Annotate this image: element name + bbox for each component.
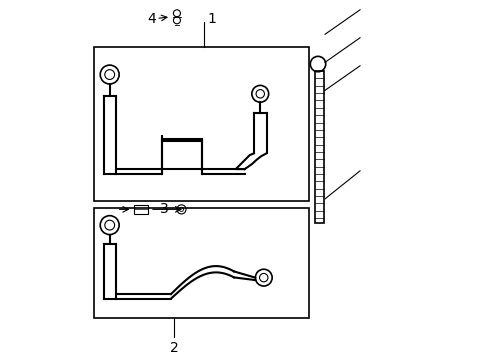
- Bar: [94, 46, 308, 201]
- Text: 4: 4: [147, 12, 156, 26]
- Bar: [134, 205, 148, 214]
- Bar: [94, 208, 308, 318]
- Text: 3: 3: [159, 202, 168, 216]
- Bar: [314, 71, 324, 223]
- Text: 1: 1: [207, 12, 216, 26]
- Text: 2: 2: [170, 341, 179, 355]
